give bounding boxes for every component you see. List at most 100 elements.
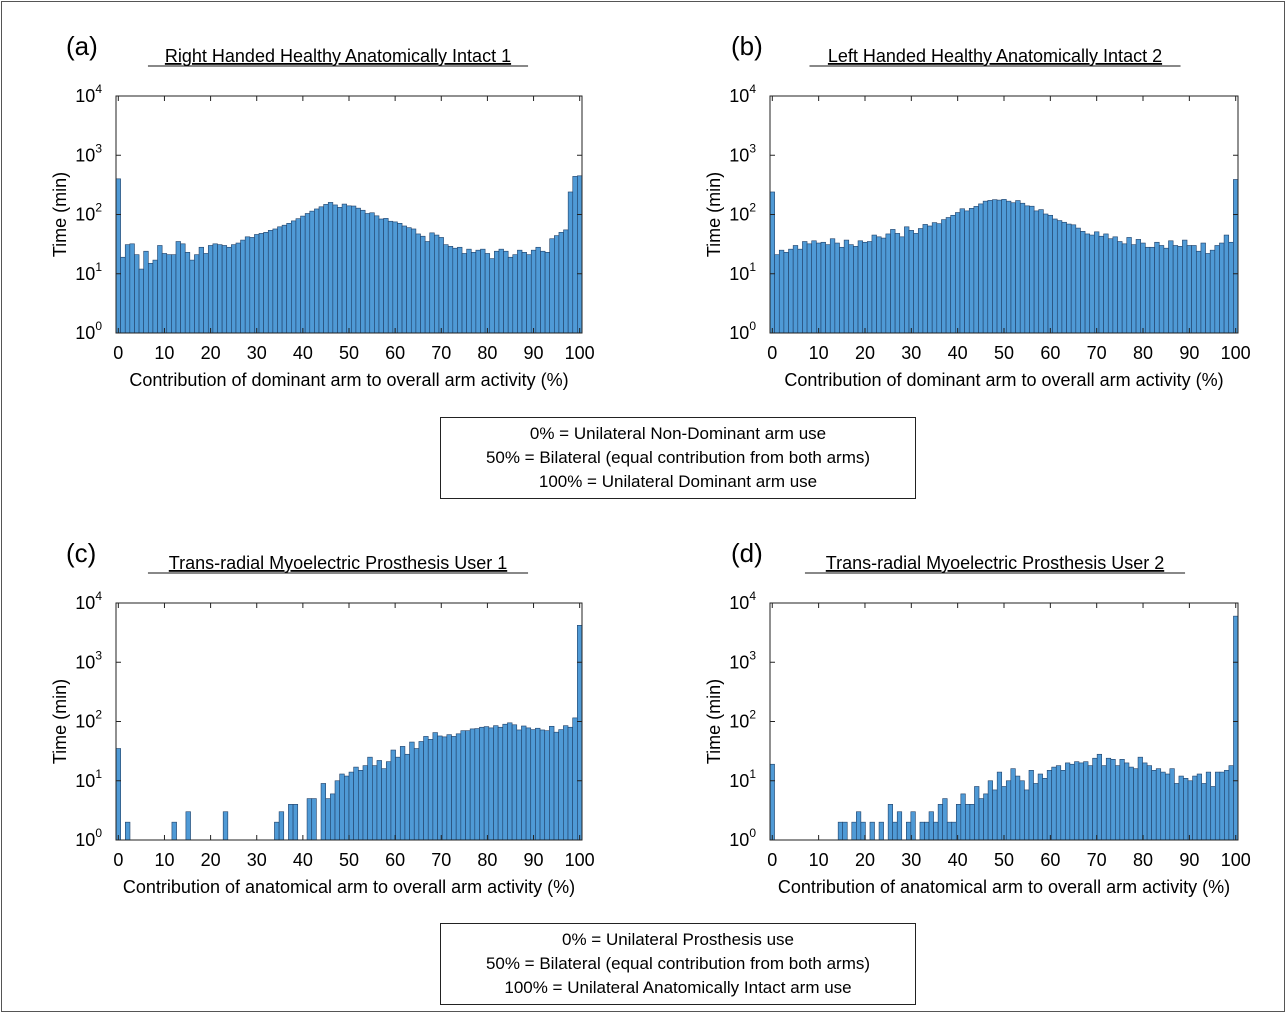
histogram-bar bbox=[521, 252, 527, 334]
histogram-bar bbox=[1124, 762, 1130, 841]
x-tick-label: 40 bbox=[293, 850, 313, 870]
histogram-bar bbox=[497, 726, 504, 841]
histogram-bar bbox=[274, 821, 280, 841]
y-tick-exponent: 1 bbox=[749, 767, 756, 781]
histogram-bar bbox=[409, 741, 415, 841]
histogram-bar bbox=[1177, 246, 1183, 334]
histogram-bar bbox=[258, 233, 264, 334]
histogram-bar bbox=[876, 236, 882, 334]
histogram-bar bbox=[367, 756, 373, 841]
histogram-bar bbox=[1137, 756, 1143, 841]
histogram-bar bbox=[1052, 218, 1058, 334]
y-tick-exponent: 2 bbox=[95, 201, 102, 215]
histogram-bar bbox=[1037, 773, 1043, 841]
y-tick-exponent: 3 bbox=[749, 141, 756, 155]
histogram-bar bbox=[1128, 766, 1134, 841]
histogram-bar bbox=[320, 783, 327, 841]
histogram-bar bbox=[544, 252, 551, 334]
legend-line: 0% = Unilateral Non-Dominant arm use bbox=[529, 424, 827, 443]
histogram-bar bbox=[894, 233, 901, 334]
histogram-bar bbox=[507, 256, 514, 334]
histogram-bar bbox=[526, 254, 532, 334]
histogram-bar bbox=[1006, 200, 1012, 334]
histogram-bar bbox=[157, 245, 163, 334]
histogram-bar bbox=[783, 252, 789, 334]
histogram-bar bbox=[1001, 786, 1007, 841]
histogram-bar bbox=[1087, 765, 1093, 841]
histogram-bar bbox=[362, 765, 368, 841]
histogram-bar bbox=[1112, 236, 1118, 334]
histogram-bar bbox=[387, 220, 394, 334]
y-axis-label: Time (min) bbox=[704, 172, 724, 257]
chart-panel: 0 10 20 30 40 50 60 70 80 90 100100101102103104Con… bbox=[50, 31, 595, 390]
histogram-bar bbox=[423, 736, 429, 841]
histogram-bar bbox=[871, 234, 877, 334]
histogram-bar bbox=[544, 730, 550, 841]
histogram-bar bbox=[360, 209, 366, 334]
histogram-bar bbox=[530, 729, 536, 841]
histogram-bar bbox=[309, 210, 315, 334]
histogram-bar bbox=[567, 726, 573, 841]
histogram-bar bbox=[931, 222, 938, 334]
histogram-bar bbox=[996, 771, 1003, 841]
y-tick-exponent: 1 bbox=[749, 260, 756, 274]
chart-title: Left Handed Healthy Anatomically Intact … bbox=[828, 46, 1162, 66]
histogram-bar bbox=[185, 811, 191, 841]
histogram-bar bbox=[281, 224, 288, 334]
x-tick-label: 80 bbox=[1133, 343, 1153, 363]
histogram-bar bbox=[778, 249, 785, 334]
histogram-bar bbox=[928, 811, 934, 841]
x-axis-label: Contribution of anatomical arm to overal… bbox=[778, 877, 1230, 897]
histogram-bar bbox=[540, 250, 546, 334]
y-tick-exponent: 3 bbox=[95, 648, 102, 662]
histogram-bar bbox=[1024, 205, 1030, 334]
histogram-bar bbox=[1028, 770, 1034, 841]
histogram-bar bbox=[974, 786, 980, 841]
histogram-bar bbox=[395, 756, 401, 841]
histogram-bar bbox=[1186, 245, 1192, 334]
histogram-bar bbox=[125, 821, 131, 841]
histogram-bar bbox=[399, 746, 406, 841]
histogram-bar bbox=[1046, 770, 1053, 841]
histogram-bar bbox=[892, 821, 898, 841]
histogram-bar bbox=[917, 228, 924, 334]
histogram-bar bbox=[277, 226, 283, 334]
histogram-bar bbox=[978, 798, 984, 841]
x-tick-label: 70 bbox=[431, 850, 451, 870]
histogram-bar bbox=[244, 236, 251, 334]
histogram-bar bbox=[166, 254, 172, 334]
y-axis-label: Time (min) bbox=[704, 679, 724, 764]
histogram-bar bbox=[272, 228, 278, 334]
histogram-bar bbox=[429, 232, 435, 334]
histogram-bar bbox=[231, 244, 237, 334]
histogram-bar bbox=[1110, 759, 1116, 841]
histogram-bar bbox=[955, 804, 962, 841]
histogram-bar bbox=[286, 223, 292, 334]
x-tick-label: 70 bbox=[1087, 850, 1107, 870]
histogram-bar bbox=[1183, 777, 1189, 841]
histogram-bar bbox=[263, 232, 269, 334]
histogram-bar bbox=[1219, 771, 1225, 841]
histogram-bar bbox=[1033, 210, 1040, 334]
histogram-bar bbox=[489, 258, 495, 334]
histogram-bar bbox=[427, 739, 434, 841]
x-tick-label: 100 bbox=[1221, 850, 1251, 870]
histogram-bar bbox=[452, 247, 458, 334]
x-tick-label: 20 bbox=[201, 343, 221, 363]
histogram-bar bbox=[484, 253, 491, 334]
histogram-bar bbox=[292, 804, 299, 841]
histogram-bar bbox=[134, 254, 140, 334]
x-tick-label: 80 bbox=[477, 850, 497, 870]
histogram-bar bbox=[203, 253, 209, 334]
histogram-bar bbox=[461, 253, 467, 334]
histogram-bar bbox=[278, 811, 285, 841]
x-tick-label: 60 bbox=[385, 850, 405, 870]
histogram-bar bbox=[1219, 242, 1225, 334]
histogram-bar bbox=[769, 763, 775, 841]
x-tick-label: 70 bbox=[431, 343, 451, 363]
histogram-bar bbox=[525, 727, 532, 841]
histogram-bar bbox=[959, 208, 965, 334]
histogram-bar bbox=[1078, 762, 1084, 841]
histogram-bar bbox=[483, 726, 490, 841]
histogram-bar bbox=[1043, 213, 1049, 334]
